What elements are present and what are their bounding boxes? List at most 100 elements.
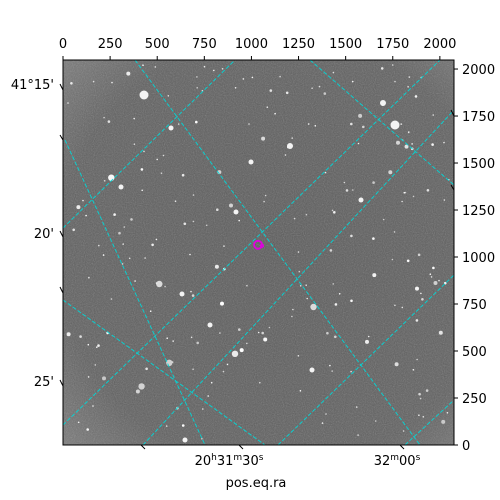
star-149 [425,389,429,392]
top-tick-label-8: 2000 [423,37,456,52]
star-106 [415,286,419,291]
star-202 [219,332,221,334]
star-16 [103,116,105,119]
star-96 [144,257,146,259]
star-34 [181,173,185,177]
star-144 [350,299,353,303]
star-92 [418,392,421,396]
star-179 [352,189,354,191]
star-63 [77,421,80,424]
bright-star-12 [182,437,188,443]
top-tick-label-4: 1000 [235,37,268,52]
star-169 [432,114,435,116]
star-196 [338,293,341,295]
star-164 [164,285,166,288]
top-tick-label-6: 1500 [329,37,362,52]
star-162 [266,106,269,108]
star-184 [351,80,354,83]
star-122 [438,330,443,335]
star-28 [195,120,198,124]
star-120 [181,424,185,427]
star-72 [246,284,248,287]
star-197 [143,150,145,153]
star-67 [332,71,335,74]
bright-star-7 [179,291,185,297]
star-194 [297,355,300,357]
star-155 [203,65,206,68]
star-41 [177,123,180,125]
star-174 [334,335,337,339]
dec-tick-3 [59,379,64,387]
target-marker-companion [259,243,265,248]
star-20 [220,301,224,306]
star-95 [248,123,250,125]
star-12 [297,251,300,253]
star-22 [183,222,187,226]
star-185 [128,257,131,260]
star-10 [332,283,335,285]
star-219 [107,120,111,123]
star-97 [156,158,158,161]
star-211 [264,194,267,197]
star-201 [412,369,415,371]
dec-tick-label-3: 25' [34,375,54,390]
star-65 [305,213,308,216]
star-142 [291,315,293,318]
star-33 [404,144,409,149]
coordinate-grid [63,60,454,445]
star-126 [229,203,233,208]
star-209 [394,80,396,83]
bright-star-4 [207,322,213,328]
star-6 [422,416,425,418]
star-159 [372,237,375,240]
star-188 [155,238,158,241]
star-186 [415,319,419,322]
star-105 [329,249,333,252]
star-220 [334,303,338,306]
star-176 [380,67,384,70]
star-204 [407,86,409,88]
star-57 [259,381,261,384]
grid-line-5 [277,274,454,445]
star-18 [285,91,289,95]
star-123 [314,125,317,127]
bright-star-9 [309,367,315,373]
dec-tick-extra-4 [450,184,455,191]
star-145 [156,280,163,288]
star-143 [418,414,420,417]
star-84 [400,123,403,125]
star-46 [284,154,287,156]
star-110 [393,231,396,233]
star-225 [213,69,215,72]
star-37 [257,331,260,334]
star-86 [402,430,405,432]
star-68 [350,234,353,238]
star-21 [261,331,265,335]
ra-tick-3 [399,444,405,450]
star-163 [92,405,94,407]
star-58 [82,199,84,202]
star-3 [166,359,173,366]
star-71 [391,258,394,261]
star-17 [123,226,126,228]
grid-line-1 [134,60,421,445]
ra-axis-labels: 20h31m30s 32m00s [140,444,421,469]
star-177 [329,364,331,367]
star-193 [394,304,396,307]
star-228 [155,282,158,284]
bright-star-10 [168,125,174,131]
star-170 [141,189,143,192]
image-noise [63,60,454,445]
star-136 [421,298,424,301]
bright-star-3 [287,143,293,149]
star-44 [446,412,449,414]
star-173 [122,243,124,245]
top-tick-label-1: 250 [98,37,123,52]
top-tick-label-0: 0 [59,37,67,52]
star-8 [441,419,446,424]
star-181 [382,218,385,221]
star-1 [70,82,73,85]
right-tick-label-3: 750 [462,298,487,313]
star-107 [310,303,317,311]
